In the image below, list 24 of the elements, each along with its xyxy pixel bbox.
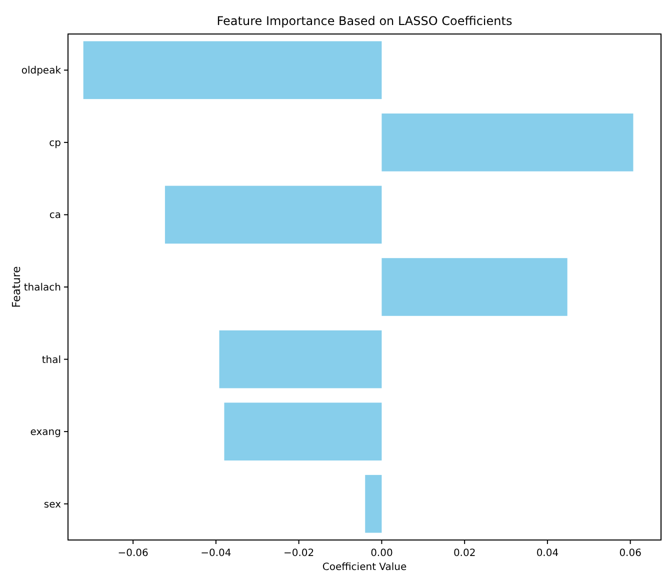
x-tick-label: 0.06	[619, 548, 642, 559]
x-tick-label: −0.06	[118, 548, 148, 559]
y-tick-label: ca	[49, 210, 61, 222]
x-tick-label: 0.00	[370, 548, 393, 559]
y-tick-label: sex	[44, 499, 62, 510]
bar	[224, 402, 382, 460]
x-tick-label: 0.02	[453, 548, 476, 559]
bar	[83, 41, 382, 100]
x-tick-label: −0.02	[283, 548, 314, 559]
bar	[164, 186, 382, 244]
y-tick-label: thalach	[24, 282, 61, 294]
x-tick-label: 0.04	[536, 548, 559, 559]
y-tick-label: exang	[30, 427, 61, 438]
bar	[382, 114, 634, 172]
x-tick-label: −0.04	[200, 548, 232, 559]
y-tick-label: thal	[42, 354, 61, 366]
y-axis-title: Feature	[10, 266, 23, 308]
y-tick-label: cp	[49, 138, 61, 149]
bar	[365, 474, 382, 533]
bar	[382, 258, 568, 316]
chart-title: Feature Importance Based on LASSO Coefficients	[216, 14, 512, 28]
y-tick-label: oldpeak	[21, 66, 62, 77]
x-axis-title: Coefficient Value	[322, 562, 407, 573]
bar	[219, 330, 382, 388]
